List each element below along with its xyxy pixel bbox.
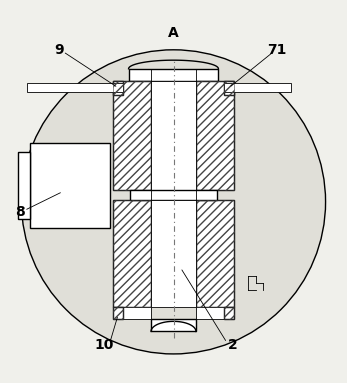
- Bar: [113, 307, 124, 319]
- Text: 2: 2: [227, 338, 237, 352]
- Bar: [196, 200, 234, 307]
- Text: 8: 8: [15, 205, 25, 219]
- Bar: [223, 81, 234, 95]
- Bar: [151, 81, 196, 190]
- Bar: [151, 319, 196, 331]
- Polygon shape: [223, 83, 291, 92]
- Bar: [130, 190, 217, 200]
- Bar: [151, 200, 196, 307]
- Text: A: A: [168, 26, 179, 39]
- Polygon shape: [27, 83, 124, 92]
- Text: 10: 10: [95, 338, 114, 352]
- Bar: [223, 81, 234, 95]
- Bar: [113, 81, 151, 190]
- Bar: [113, 200, 151, 307]
- Bar: [223, 307, 234, 319]
- Text: 71: 71: [268, 43, 287, 57]
- Bar: [196, 81, 234, 190]
- Circle shape: [22, 50, 325, 354]
- Bar: [113, 81, 124, 95]
- Bar: [196, 81, 234, 190]
- Bar: [30, 143, 110, 228]
- Bar: [113, 307, 124, 319]
- Bar: [223, 307, 234, 319]
- Bar: [196, 307, 234, 319]
- Text: 9: 9: [54, 43, 64, 57]
- Bar: [113, 81, 151, 190]
- Bar: [18, 152, 30, 219]
- Bar: [113, 81, 124, 95]
- Bar: [129, 69, 218, 81]
- Bar: [113, 200, 151, 307]
- Bar: [196, 200, 234, 307]
- Bar: [113, 307, 151, 319]
